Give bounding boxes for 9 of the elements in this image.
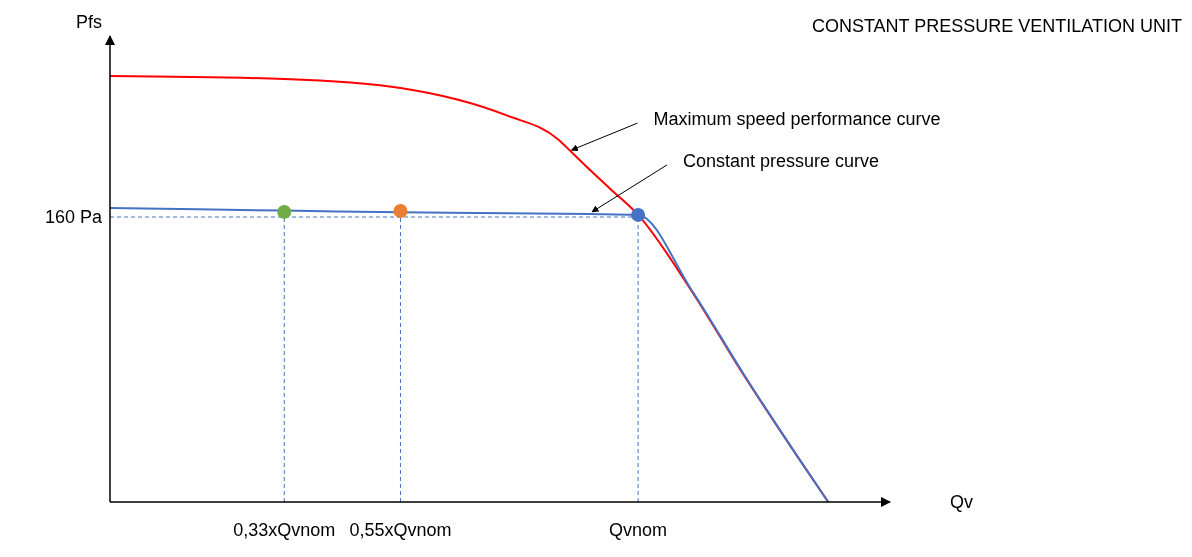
x-tick-label: Qvnom xyxy=(609,520,668,540)
x-tick-label: 0,55xQvnom xyxy=(349,520,452,540)
ref-line-label: 160 Pa xyxy=(44,207,103,228)
x-axis-title: Qv xyxy=(950,492,974,512)
text: CONSTANT PRESSURE VENTILATION UNIT xyxy=(811,16,1182,36)
x-tick-label: 0,33xQvnom xyxy=(233,520,336,540)
annotation: Constant pressure curve xyxy=(683,150,880,171)
annotation: Maximum speed performance curve xyxy=(653,109,941,130)
y-axis-title: Pfs xyxy=(75,12,102,32)
